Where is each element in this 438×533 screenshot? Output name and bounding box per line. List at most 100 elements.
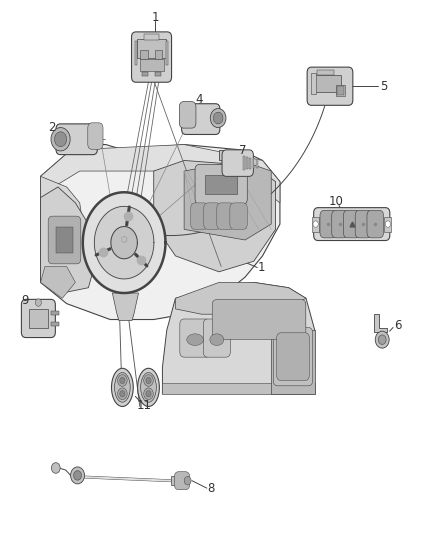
Text: 2: 2 bbox=[48, 121, 55, 134]
FancyBboxPatch shape bbox=[222, 150, 253, 176]
Bar bbox=[385, 216, 391, 231]
Circle shape bbox=[71, 467, 85, 484]
Polygon shape bbox=[83, 192, 166, 293]
Bar bbox=[194, 204, 244, 228]
Bar bbox=[135, 41, 137, 64]
FancyBboxPatch shape bbox=[182, 104, 220, 134]
Bar bbox=[256, 159, 258, 167]
Bar bbox=[155, 50, 162, 59]
Text: 5: 5 bbox=[380, 80, 387, 93]
FancyBboxPatch shape bbox=[273, 327, 313, 386]
Bar bbox=[51, 311, 59, 316]
Ellipse shape bbox=[115, 373, 130, 402]
Polygon shape bbox=[162, 383, 315, 394]
Bar bbox=[166, 41, 168, 64]
FancyBboxPatch shape bbox=[180, 319, 210, 357]
Polygon shape bbox=[41, 187, 97, 293]
Bar bbox=[138, 39, 166, 58]
Bar bbox=[311, 74, 316, 94]
Polygon shape bbox=[41, 176, 84, 293]
Polygon shape bbox=[154, 160, 276, 272]
Circle shape bbox=[213, 112, 223, 124]
FancyBboxPatch shape bbox=[277, 333, 309, 381]
FancyBboxPatch shape bbox=[88, 123, 103, 149]
Polygon shape bbox=[41, 144, 280, 203]
Text: 6: 6 bbox=[394, 319, 401, 333]
FancyBboxPatch shape bbox=[48, 216, 81, 264]
FancyBboxPatch shape bbox=[174, 472, 190, 490]
FancyBboxPatch shape bbox=[343, 211, 360, 238]
Text: 4: 4 bbox=[196, 93, 203, 106]
Bar bbox=[253, 158, 254, 168]
FancyBboxPatch shape bbox=[131, 32, 172, 82]
Circle shape bbox=[51, 463, 60, 473]
Circle shape bbox=[375, 331, 389, 348]
FancyBboxPatch shape bbox=[180, 102, 196, 128]
Circle shape bbox=[184, 477, 191, 485]
Circle shape bbox=[120, 391, 125, 397]
Ellipse shape bbox=[141, 373, 156, 402]
FancyBboxPatch shape bbox=[195, 165, 247, 204]
FancyBboxPatch shape bbox=[320, 211, 336, 238]
Circle shape bbox=[51, 127, 70, 151]
Bar bbox=[336, 85, 345, 96]
Circle shape bbox=[146, 377, 151, 384]
Bar bbox=[51, 321, 59, 326]
Bar bbox=[56, 227, 73, 253]
Polygon shape bbox=[176, 282, 306, 314]
Polygon shape bbox=[271, 330, 315, 394]
Bar bbox=[140, 50, 148, 59]
Bar bbox=[243, 157, 245, 169]
Bar bbox=[250, 158, 251, 168]
Ellipse shape bbox=[112, 368, 133, 407]
Bar bbox=[246, 157, 248, 169]
Polygon shape bbox=[41, 266, 75, 298]
Text: 1: 1 bbox=[258, 261, 265, 274]
Circle shape bbox=[385, 221, 391, 227]
FancyBboxPatch shape bbox=[314, 208, 390, 240]
Circle shape bbox=[313, 221, 318, 227]
Circle shape bbox=[117, 388, 127, 400]
Bar bbox=[142, 72, 148, 76]
FancyBboxPatch shape bbox=[217, 203, 234, 229]
Circle shape bbox=[120, 377, 125, 384]
FancyBboxPatch shape bbox=[355, 211, 372, 238]
Circle shape bbox=[144, 375, 153, 386]
Bar bbox=[171, 476, 180, 486]
FancyBboxPatch shape bbox=[307, 67, 353, 106]
Circle shape bbox=[378, 335, 386, 344]
Circle shape bbox=[210, 109, 226, 127]
Polygon shape bbox=[41, 144, 280, 319]
FancyBboxPatch shape bbox=[230, 203, 247, 229]
Bar bbox=[219, 150, 228, 160]
Bar bbox=[317, 70, 334, 75]
FancyBboxPatch shape bbox=[332, 211, 348, 238]
Circle shape bbox=[144, 388, 153, 400]
Polygon shape bbox=[111, 227, 138, 259]
Bar bbox=[337, 86, 344, 95]
Bar bbox=[29, 309, 47, 328]
Bar bbox=[144, 34, 159, 39]
FancyBboxPatch shape bbox=[204, 203, 221, 229]
Circle shape bbox=[117, 375, 127, 386]
Bar bbox=[155, 72, 161, 76]
Bar bbox=[140, 59, 163, 71]
FancyBboxPatch shape bbox=[203, 319, 230, 357]
Circle shape bbox=[35, 299, 42, 306]
Text: 9: 9 bbox=[21, 294, 29, 308]
Text: 11: 11 bbox=[137, 399, 152, 413]
FancyBboxPatch shape bbox=[56, 124, 97, 155]
Polygon shape bbox=[184, 160, 271, 240]
FancyBboxPatch shape bbox=[21, 300, 55, 337]
Ellipse shape bbox=[138, 368, 159, 407]
FancyBboxPatch shape bbox=[212, 300, 306, 340]
Circle shape bbox=[74, 471, 81, 480]
Polygon shape bbox=[94, 206, 154, 279]
Circle shape bbox=[54, 132, 67, 147]
FancyBboxPatch shape bbox=[367, 211, 384, 238]
Text: 8: 8 bbox=[208, 482, 215, 495]
Ellipse shape bbox=[187, 334, 203, 345]
Circle shape bbox=[146, 391, 151, 397]
FancyBboxPatch shape bbox=[191, 203, 208, 229]
Bar bbox=[213, 302, 305, 337]
